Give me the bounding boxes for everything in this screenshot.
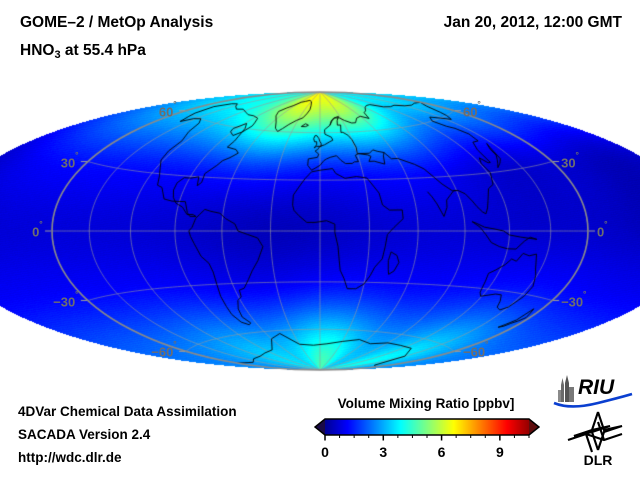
lat-label-right-0: 0˚ — [597, 221, 608, 240]
timestamp-label: Jan 20, 2012, 12:00 GMT — [443, 14, 622, 31]
lat-label-right-60: 60˚ — [463, 100, 482, 119]
lat-label-left-m60: −60˚ — [151, 341, 177, 360]
colorbar-tick-9: 9 — [495, 444, 504, 460]
dlr-logo: DLR — [562, 410, 634, 468]
colorbar-gradient — [314, 416, 540, 444]
page-title: GOME–2 / MetOp Analysis — [20, 14, 214, 31]
colorbar-panel: Volume Mixing Ratio [ppbv] 0 3 6 9 — [310, 396, 542, 472]
riu-logo: RIU — [552, 372, 634, 410]
lat-label-right-m60: −60˚ — [463, 341, 489, 360]
colorbar-tick-3: 3 — [379, 444, 388, 460]
map-canvas — [0, 80, 640, 380]
riu-cathedral-icon — [558, 375, 574, 402]
species-prefix: HNO — [20, 42, 55, 59]
map-panel: 60˚ 30˚ 0˚ −30˚ −60˚ 60˚ 30˚ 0˚ −30˚ −60… — [0, 80, 640, 380]
species-suffix: at 55.4 hPa — [60, 42, 146, 59]
dlr-pinwheel-icon — [567, 411, 623, 453]
colorbar-tick-0: 0 — [321, 444, 329, 460]
footer-line-method: 4DVar Chemical Data Assimilation — [18, 404, 237, 419]
footer-line-version: SACADA Version 2.4 — [18, 427, 151, 442]
lat-label-left-m30: −30˚ — [53, 290, 79, 309]
lat-label-left-0: 0˚ — [32, 221, 43, 240]
lat-label-right-m30: −30˚ — [561, 290, 587, 309]
footer-line-url: http://wdc.dlr.de — [18, 450, 122, 465]
species-subscript: 3 — [54, 49, 61, 61]
riu-wordmark: RIU — [578, 376, 615, 399]
species-subtitle: HNO3 at 55.4 hPa — [20, 42, 146, 61]
dlr-logo-svg: DLR — [567, 411, 623, 468]
riu-logo-svg: RIU — [553, 375, 633, 408]
lat-label-left-60: 60˚ — [158, 100, 177, 119]
colorbar-title: Volume Mixing Ratio [ppbv] — [337, 396, 515, 411]
lat-label-left-30: 30˚ — [60, 151, 79, 170]
riu-swoosh-icon — [553, 392, 633, 408]
dlr-wordmark: DLR — [584, 452, 613, 468]
colorbar-tick-6: 6 — [437, 444, 446, 460]
lat-label-right-30: 30˚ — [561, 151, 580, 170]
